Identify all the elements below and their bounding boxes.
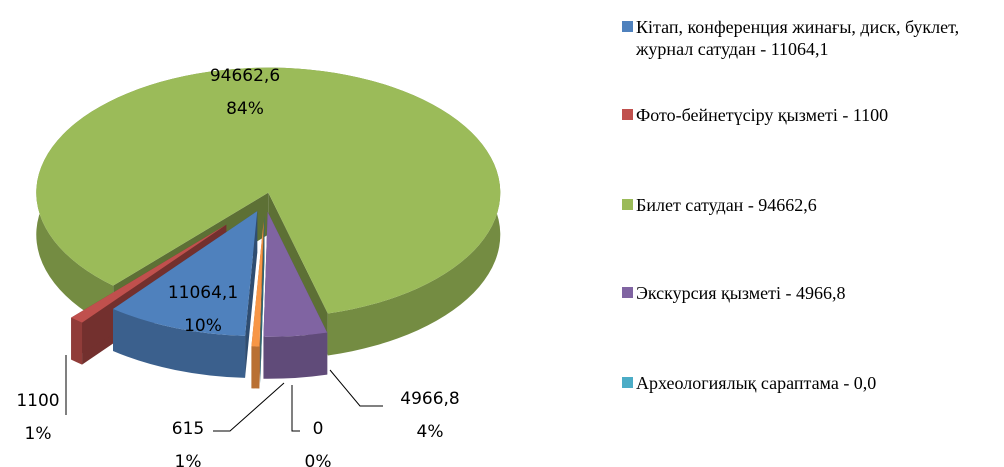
slice (71, 224, 227, 323)
legend-swatch (622, 21, 633, 32)
pie-plot: 11064,1 10% 1100 1% 94662,6 84% 4966,8 4% 0 0% 615… (16, 66, 501, 467)
slice (113, 211, 258, 336)
legend-item: Экскурсия қызметі - 4966,8 (622, 282, 1002, 304)
slice (36, 67, 501, 314)
legend-item: Билет сатудан - 94662,6 (622, 194, 1002, 216)
legend-label: Кітап, конференция жинағы, диск, буклет,… (636, 17, 960, 59)
slice-rim (251, 346, 260, 389)
slice-rim (263, 332, 328, 379)
data-label: 94662,6 (210, 66, 280, 86)
leader-line (213, 382, 285, 432)
slice-rim (113, 309, 246, 378)
data-label: 11064,1 (168, 283, 238, 303)
percent-label: 84% (226, 99, 264, 119)
legend-item: Фото-бейнетүсіру қызметі - 1100 (622, 104, 1002, 126)
percent-label: 0% (305, 452, 332, 467)
data-label: 0 (313, 419, 324, 439)
percent-label: 1% (25, 424, 52, 444)
legend-label: Археологиялық сараптама - 0,0 (636, 373, 877, 393)
legend-label: Билет сатудан - 94662,6 (636, 195, 817, 215)
slice (263, 211, 328, 337)
legend-item: Археологиялық сараптама - 0,0 (622, 372, 1002, 394)
percent-label: 1% (175, 452, 202, 467)
slice-wall (260, 216, 265, 384)
legend-swatch (622, 377, 633, 388)
legend-swatch (622, 199, 633, 210)
leader-line (329, 369, 383, 407)
percent-label: 10% (184, 316, 222, 336)
legend-label: Экскурсия қызметі - 4966,8 (636, 283, 846, 303)
data-label: 1100 (16, 391, 59, 411)
legend-label: Фото-бейнетүсіру қызметі - 1100 (636, 105, 889, 125)
slice (251, 221, 264, 347)
data-label: 615 (172, 419, 204, 439)
percent-label: 4% (417, 422, 444, 442)
legend-swatch (622, 287, 633, 298)
legend-swatch (622, 109, 633, 120)
slice-rim (71, 317, 83, 365)
legend-item: Кітап, конференция жинағы, диск, буклет,… (622, 16, 1002, 60)
leader-line (291, 385, 300, 432)
data-label: 4966,8 (400, 389, 459, 409)
